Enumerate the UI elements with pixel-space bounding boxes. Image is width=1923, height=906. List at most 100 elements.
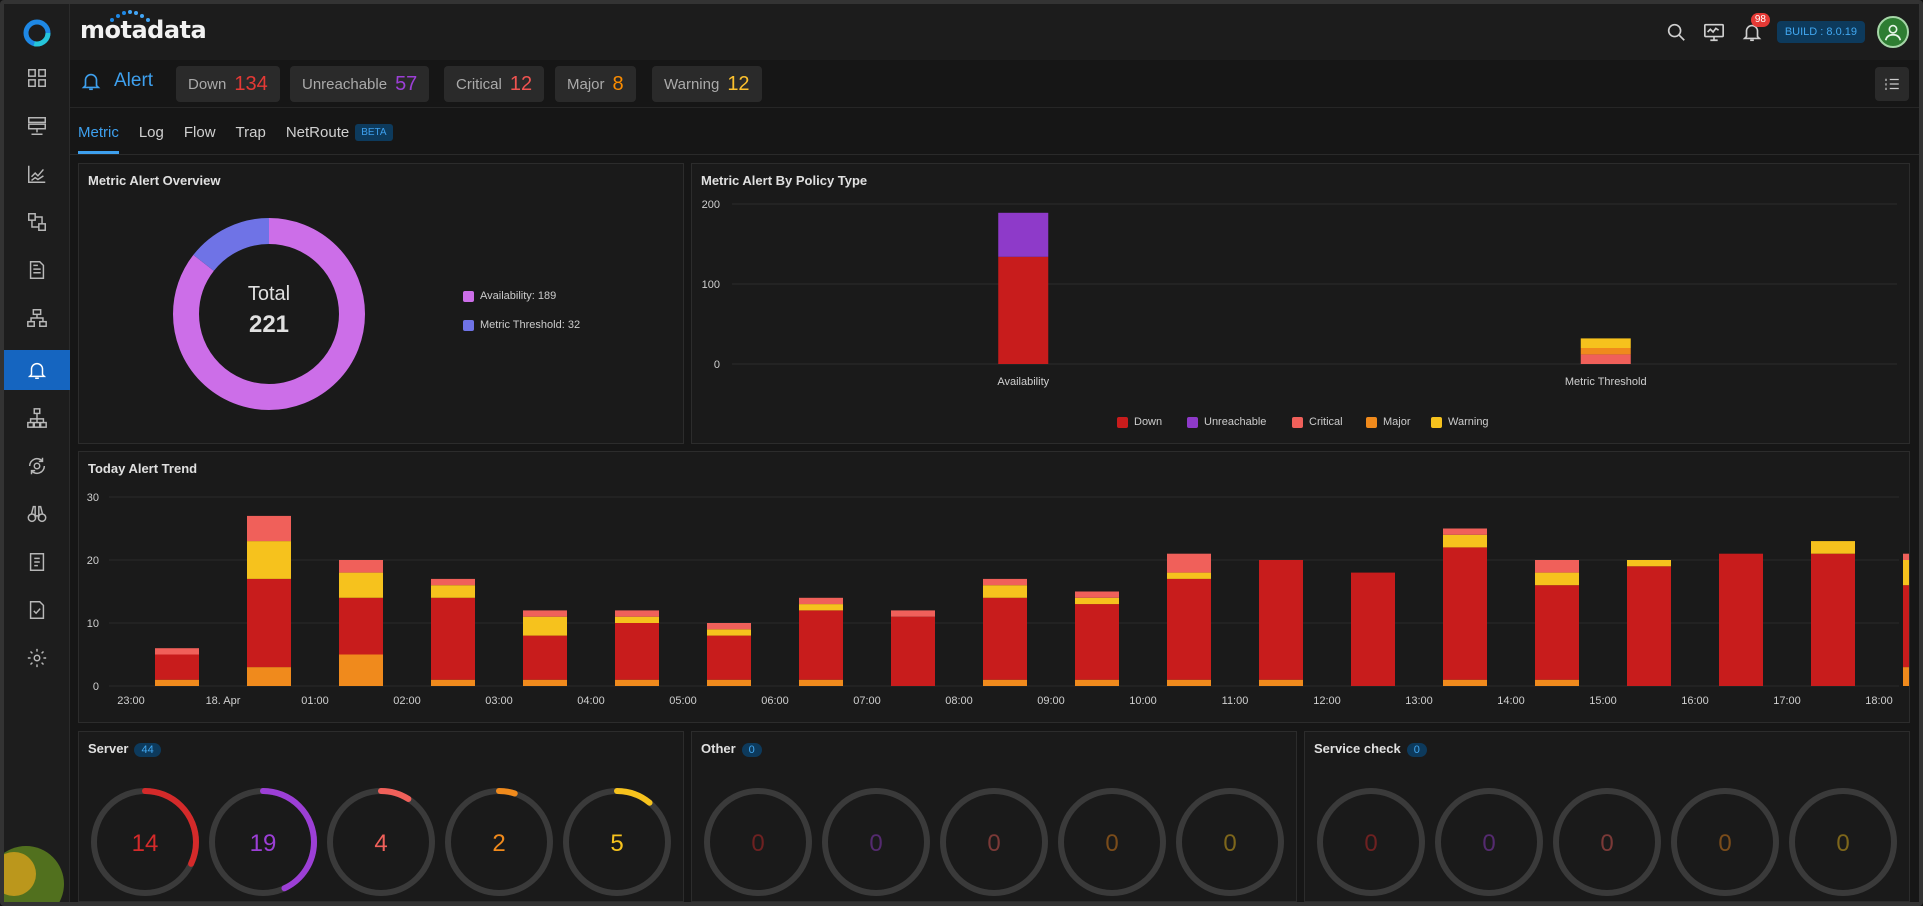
severity-filter-critical[interactable]: Critical 12 (444, 66, 545, 102)
bar-segment-critical[interactable] (1580, 354, 1631, 364)
sidebar-item-metric-explorer[interactable] (4, 154, 70, 194)
bar-segment-down[interactable] (1351, 572, 1395, 686)
bar-segment-major[interactable] (707, 679, 751, 686)
bar-segment-critical[interactable] (523, 610, 567, 617)
brand-logo[interactable]: motadata (80, 10, 207, 44)
bar-segment-major[interactable] (1535, 679, 1579, 686)
bar-segment-down[interactable] (891, 616, 935, 686)
bar-segment-warning[interactable] (615, 616, 659, 623)
bar-segment-warning[interactable] (1075, 597, 1119, 605)
sidebar-item-network[interactable] (4, 398, 70, 438)
sidebar-item-topology[interactable] (4, 202, 70, 242)
bar-segment-down[interactable] (523, 635, 567, 680)
bar-segment-major[interactable] (1167, 679, 1211, 686)
bar-segment-warning[interactable] (983, 585, 1027, 598)
bar-segment-critical[interactable] (339, 560, 383, 573)
bar-segment-major[interactable] (523, 679, 567, 686)
gauge-value-critical[interactable]: 0 (1600, 830, 1613, 857)
bar-segment-major[interactable] (1443, 679, 1487, 686)
bar-segment-warning[interactable] (339, 572, 383, 598)
bar-segment-down[interactable] (1075, 604, 1119, 680)
bar-segment-down[interactable] (1259, 560, 1303, 680)
bar-segment-major[interactable] (155, 679, 199, 686)
sidebar-item-explorer[interactable] (4, 494, 70, 534)
sidebar-item-dashboard[interactable] (4, 58, 70, 98)
bar-segment-critical[interactable] (1535, 560, 1579, 573)
gauge-value-warning[interactable]: 5 (610, 830, 623, 857)
gauge-value-unreachable[interactable]: 0 (1482, 830, 1495, 857)
donut-slice-metric-threshold[interactable] (173, 218, 365, 410)
gauge-value-critical[interactable]: 4 (374, 830, 387, 857)
bar-segment-critical[interactable] (155, 648, 199, 655)
bar-segment-warning[interactable] (1580, 338, 1631, 348)
bar-segment-down[interactable] (1443, 547, 1487, 680)
bar-segment-warning[interactable] (707, 629, 751, 636)
legend-down[interactable]: Down (1117, 416, 1162, 428)
bar-segment-down[interactable] (1535, 585, 1579, 680)
bar-segment-down[interactable] (983, 597, 1027, 680)
list-view-button[interactable] (1875, 67, 1909, 101)
sidebar-item-sync[interactable] (4, 446, 70, 486)
bar-segment-unreachable[interactable] (998, 212, 1049, 257)
bar-segment-down[interactable] (1719, 553, 1763, 686)
legend-critical[interactable]: Critical (1292, 416, 1343, 428)
bar-segment-down[interactable] (1903, 585, 1909, 668)
bar-segment-down[interactable] (707, 635, 751, 680)
bar-segment-warning[interactable] (431, 585, 475, 598)
gauge-value-down[interactable]: 14 (132, 830, 159, 857)
monitor-button[interactable] (1701, 19, 1727, 45)
gauge-value-down[interactable]: 0 (751, 830, 764, 857)
tab-metric[interactable]: Metric (78, 110, 119, 154)
gauge-value-warning[interactable]: 0 (1836, 830, 1849, 857)
bar-segment-warning[interactable] (523, 616, 567, 636)
legend-unreachable[interactable]: Unreachable (1187, 416, 1266, 428)
sidebar-item-servers[interactable] (4, 106, 70, 146)
bar-segment-critical[interactable] (707, 623, 751, 630)
bar-segment-critical[interactable] (247, 515, 291, 542)
gauge-value-down[interactable]: 0 (1364, 830, 1377, 857)
bar-segment-warning[interactable] (799, 604, 843, 611)
bar-segment-major[interactable] (247, 667, 291, 686)
bar-segment-critical[interactable] (431, 578, 475, 586)
search-button[interactable] (1663, 19, 1689, 45)
bar-segment-critical[interactable] (1075, 591, 1119, 598)
bar-segment-down[interactable] (247, 578, 291, 668)
bar-segment-warning[interactable] (1535, 572, 1579, 586)
sidebar-item-alerts[interactable] (4, 350, 70, 390)
bar-segment-major[interactable] (1903, 667, 1909, 686)
tab-log[interactable]: Log (139, 110, 164, 154)
bar-segment-major[interactable] (339, 654, 383, 687)
bar-segment-down[interactable] (431, 597, 475, 680)
gauge-value-critical[interactable]: 0 (987, 830, 1000, 857)
severity-filter-major[interactable]: Major 8 (555, 66, 636, 102)
gauge-value-unreachable[interactable]: 0 (869, 830, 882, 857)
severity-filter-down[interactable]: Down 134 (176, 66, 280, 102)
legend-major[interactable]: Major (1366, 416, 1411, 428)
gauge-value-major[interactable]: 0 (1105, 830, 1118, 857)
bar-segment-down[interactable] (998, 256, 1049, 364)
bar-segment-major[interactable] (1075, 679, 1119, 686)
bar-segment-critical[interactable] (891, 610, 935, 617)
bar-segment-warning[interactable] (247, 541, 291, 579)
bar-segment-warning[interactable] (1443, 534, 1487, 548)
bar-segment-down[interactable] (1627, 566, 1671, 686)
bar-segment-critical[interactable] (1903, 553, 1909, 560)
bar-segment-down[interactable] (339, 597, 383, 655)
severity-filter-warning[interactable]: Warning 12 (652, 66, 762, 102)
notifications-button[interactable]: 98 (1739, 13, 1770, 45)
gauge-value-unreachable[interactable]: 19 (250, 830, 277, 857)
gauge-value-major[interactable]: 2 (492, 830, 505, 857)
bar-segment-critical[interactable] (799, 597, 843, 605)
gauge-value-major[interactable]: 0 (1718, 830, 1731, 857)
bar-segment-critical[interactable] (1167, 553, 1211, 573)
bar-segment-major[interactable] (431, 679, 475, 686)
bar-segment-major[interactable] (983, 679, 1027, 686)
sidebar-item-audit[interactable] (4, 590, 70, 630)
user-avatar-button[interactable] (1877, 16, 1909, 48)
tab-netroute[interactable]: NetRoute BETA (286, 110, 393, 154)
legend-availability[interactable]: Availability: 189 (463, 290, 556, 302)
bar-segment-major[interactable] (1580, 348, 1631, 355)
bar-segment-major[interactable] (615, 679, 659, 686)
bar-segment-warning[interactable] (1167, 572, 1211, 579)
sidebar-item-settings[interactable] (4, 638, 70, 678)
